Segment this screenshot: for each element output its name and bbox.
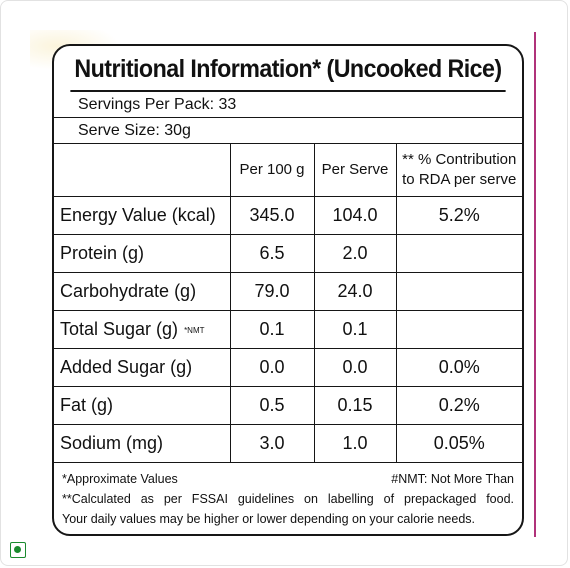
header-rda: ** % Contribution to RDA per serve	[396, 144, 522, 197]
serve-size: Serve Size: 30g	[54, 118, 522, 144]
rda-value: 5.2%	[396, 196, 522, 235]
nutrition-table: Per 100 g Per Serve ** % Contribution to…	[54, 144, 522, 463]
per-100g-value: 79.0	[230, 272, 315, 311]
per-100g-value: 345.0	[230, 196, 315, 235]
rda-value	[396, 234, 522, 273]
row-label: Added Sugar (g)	[54, 348, 231, 387]
table-row: Added Sugar (g) 0.0 0.0 0.0%	[54, 348, 522, 387]
accent-line	[534, 32, 536, 537]
footnote-daily-values: Your daily values may be higher or lower…	[62, 512, 475, 526]
rda-value: 0.2%	[396, 386, 522, 425]
rda-value: 0.05%	[396, 424, 522, 463]
per-100g-value: 0.1	[230, 310, 315, 349]
table-row: Protein (g) 6.5 2.0	[54, 234, 522, 273]
footnote-approx: *Approximate Values	[62, 472, 178, 486]
veg-mark-icon	[10, 542, 26, 558]
per-100g-value: 0.5	[230, 386, 315, 425]
row-label: Energy Value (kcal)	[54, 196, 231, 235]
row-label: Fat (g)	[54, 386, 231, 425]
per-serve-value: 1.0	[314, 424, 397, 463]
per-serve-value: 24.0	[314, 272, 397, 311]
per-serve-value: 2.0	[314, 234, 397, 273]
table-row: Energy Value (kcal) 345.0 104.0 5.2%	[54, 196, 522, 235]
per-serve-value: 0.1	[314, 310, 397, 349]
servings-per-pack: Servings Per Pack: 33	[54, 92, 522, 118]
footnote-nmt: #NMT: Not More Than	[391, 472, 514, 486]
header-empty-cell	[54, 144, 231, 197]
per-100g-value: 6.5	[230, 234, 315, 273]
per-serve-value: 0.0	[314, 348, 397, 387]
row-label: Protein (g)	[54, 234, 231, 273]
row-label: Total Sugar (g)	[60, 319, 179, 339]
header-rda-line2: to RDA per serve	[402, 171, 517, 188]
per-serve-value: 104.0	[314, 196, 397, 235]
veg-dot	[14, 546, 21, 553]
row-label: Carbohydrate (g)	[54, 272, 231, 311]
header-rda-line1: ** % Contribution	[402, 151, 517, 168]
per-100g-value: 0.0	[230, 348, 315, 387]
table-row: Carbohydrate (g) 79.0 24.0	[54, 272, 522, 311]
table-row: Total Sugar (g) *NMT 0.1 0.1	[54, 310, 522, 349]
rda-value	[396, 272, 522, 311]
footnotes: *Approximate Values #NMT: Not More Than …	[54, 463, 522, 529]
per-100g-value: 3.0	[230, 424, 315, 463]
header-per-100g: Per 100 g	[230, 144, 315, 197]
label-title: Nutritional Information* (Uncooked Rice)	[70, 46, 506, 92]
table-row: Sodium (mg) 3.0 1.0 0.05%	[54, 424, 522, 463]
table-header-row: Per 100 g Per Serve ** % Contribution to…	[54, 144, 522, 197]
row-label-cell: Total Sugar (g) *NMT	[54, 310, 231, 349]
table-row: Fat (g) 0.5 0.15 0.2%	[54, 386, 522, 425]
row-label: Sodium (mg)	[54, 424, 231, 463]
per-serve-value: 0.15	[314, 386, 397, 425]
rda-value: 0.0%	[396, 348, 522, 387]
rda-value	[396, 310, 522, 349]
nmt-note: *NMT	[184, 325, 205, 335]
nutrition-label: Nutritional Information* (Uncooked Rice)…	[52, 44, 524, 536]
footnote-row: *Approximate Values #NMT: Not More Than	[62, 469, 514, 489]
header-per-serve: Per Serve	[314, 144, 397, 197]
footnote-fssai: **Calculated as per FSSAI guidelines on …	[62, 492, 514, 506]
